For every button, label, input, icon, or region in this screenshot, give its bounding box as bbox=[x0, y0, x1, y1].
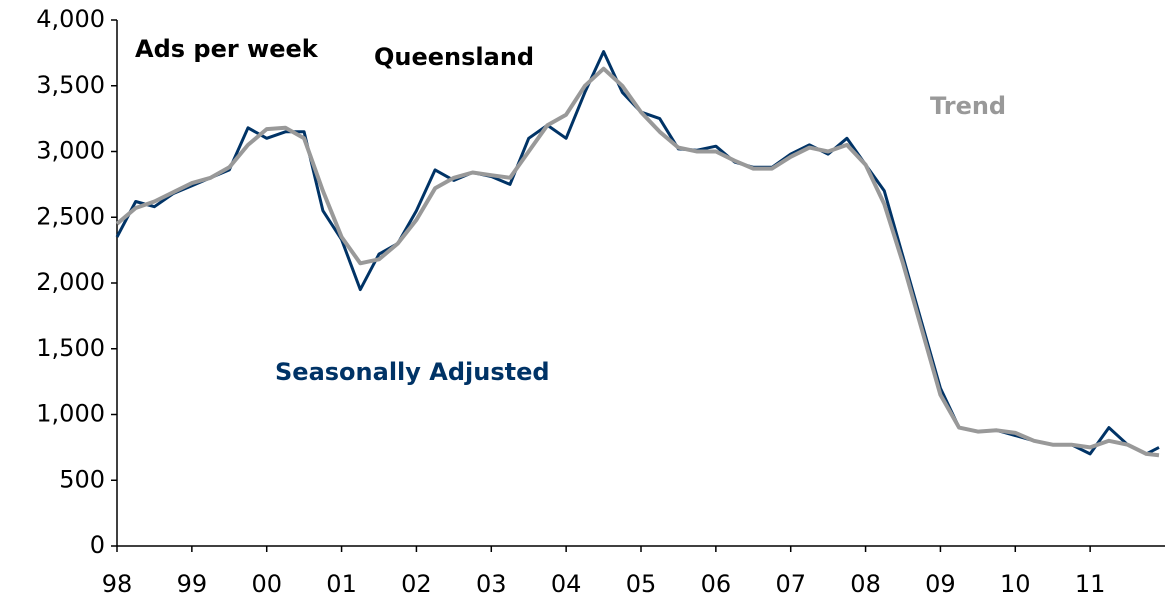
annotation: Seasonally Adjusted bbox=[275, 358, 550, 386]
x-tick-label: 00 bbox=[251, 570, 282, 598]
y-tick-label: 3,500 bbox=[36, 71, 105, 99]
x-tick-label: 01 bbox=[326, 570, 357, 598]
x-tick-label: 04 bbox=[551, 570, 582, 598]
series-line bbox=[115, 66, 1160, 458]
x-tick-label: 07 bbox=[775, 570, 806, 598]
x-tick-label: 98 bbox=[102, 570, 133, 598]
x-tick-label: 05 bbox=[626, 570, 657, 598]
y-tick-label: 3,000 bbox=[36, 137, 105, 165]
annotation: Queensland bbox=[374, 43, 534, 71]
y-tick-label: 500 bbox=[59, 465, 105, 493]
x-tick-label: 03 bbox=[476, 570, 507, 598]
x-tick-label: 06 bbox=[701, 570, 732, 598]
annotation: Ads per week bbox=[135, 35, 319, 63]
x-tick-label: 09 bbox=[925, 570, 956, 598]
y-tick-label: 2,500 bbox=[36, 202, 105, 230]
x-tick-label: 99 bbox=[177, 570, 208, 598]
x-tick-label: 11 bbox=[1075, 570, 1106, 598]
x-tick-label: 10 bbox=[1000, 570, 1031, 598]
y-tick-label: 2,000 bbox=[36, 268, 105, 296]
annotation: Trend bbox=[930, 92, 1006, 120]
y-tick-label: 0 bbox=[90, 531, 105, 559]
y-tick-label: 1,000 bbox=[36, 400, 105, 428]
x-tick-label: 02 bbox=[401, 570, 432, 598]
x-tick-label: 08 bbox=[850, 570, 881, 598]
y-tick-label: 1,500 bbox=[36, 334, 105, 362]
y-tick-label: 4,000 bbox=[36, 5, 105, 33]
